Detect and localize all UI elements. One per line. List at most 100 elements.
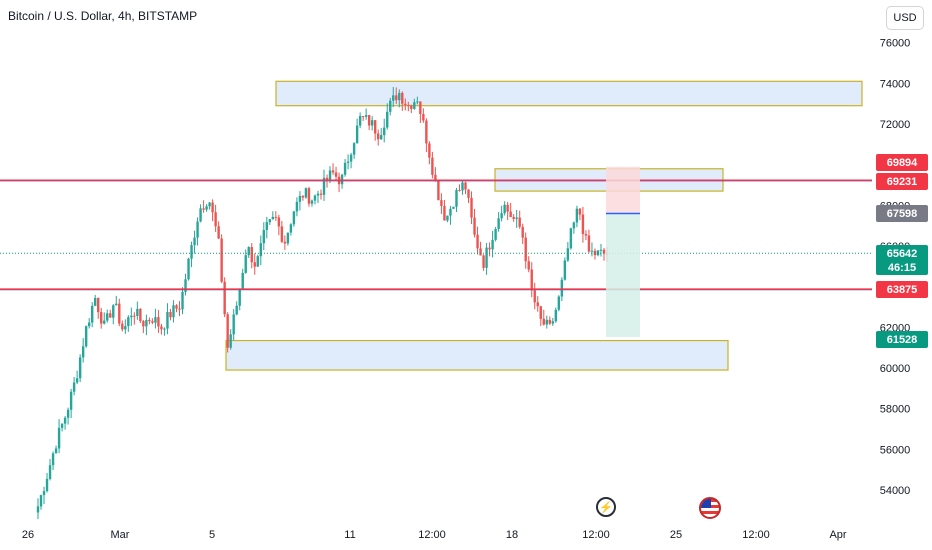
candle-body — [494, 229, 497, 240]
candle-body — [322, 177, 326, 195]
candle-body — [160, 326, 163, 330]
price-badge-value: 67598 — [887, 208, 918, 220]
candle-body — [434, 174, 437, 181]
candle-body — [467, 189, 470, 198]
candle-body — [39, 495, 43, 507]
candle-body — [428, 143, 431, 158]
price-badge — [876, 173, 928, 190]
candle-body — [133, 315, 136, 317]
candle-body — [94, 297, 97, 306]
candle-body — [142, 321, 145, 327]
candle-body — [259, 243, 262, 257]
candle-body — [602, 249, 606, 254]
candle-body — [226, 314, 229, 348]
candle-body — [42, 491, 46, 496]
candle-body — [199, 208, 202, 222]
candle-body — [283, 241, 287, 244]
candle-body — [205, 206, 208, 210]
candle-body — [286, 232, 290, 244]
candle-body — [319, 193, 323, 195]
candle-body — [250, 247, 253, 263]
price-badge-value: 69894 — [887, 157, 918, 169]
chart-title: Bitcoin / U.S. Dollar, 4h, BITSTAMP — [8, 9, 198, 23]
candle-body — [401, 92, 404, 104]
candle-body — [130, 315, 133, 318]
x-tick-label: 5 — [209, 529, 215, 541]
countdown-timer: 46:15 — [888, 262, 916, 274]
candle-body — [328, 170, 332, 181]
candle-body — [241, 272, 244, 289]
candle-body — [202, 208, 205, 210]
candle-body — [277, 217, 281, 227]
candle-body — [533, 290, 536, 303]
x-tick-label: Apr — [829, 529, 846, 541]
us-flag-icon[interactable] — [699, 497, 721, 519]
candle-body — [461, 182, 464, 191]
x-tick-label: 25 — [670, 529, 682, 541]
lightning-icon[interactable]: ⚡ — [596, 497, 616, 517]
candle-body — [118, 303, 121, 324]
candle-body — [72, 382, 76, 392]
candle-body — [361, 116, 365, 118]
candle-body — [512, 217, 515, 219]
y-tick-label: 74000 — [880, 78, 911, 90]
price-badge-value: 61528 — [887, 334, 918, 346]
y-tick-label: 54000 — [880, 485, 911, 497]
candle-body — [503, 204, 506, 214]
candle-body — [407, 105, 410, 107]
candles-layer — [36, 87, 609, 520]
candle-body — [566, 248, 570, 261]
candle-body — [190, 245, 193, 259]
candle-body — [316, 193, 320, 196]
candle-body — [373, 120, 377, 134]
candle-body — [295, 201, 299, 212]
candle-body — [515, 217, 518, 219]
candle-body — [184, 279, 187, 292]
price-badge-value: 69231 — [887, 176, 918, 188]
candle-body — [352, 143, 356, 155]
candle-body — [343, 162, 347, 175]
price-badge-value: 65642 — [887, 248, 918, 260]
candle-body — [45, 478, 49, 492]
candle-body — [60, 423, 64, 428]
candle-body — [521, 226, 524, 238]
candle-body — [268, 219, 272, 223]
candle-body — [121, 323, 124, 330]
candle-body — [78, 357, 82, 379]
price-badge — [876, 205, 928, 222]
candle-body — [569, 228, 573, 249]
candle-body — [229, 334, 232, 348]
candle-body — [376, 133, 380, 140]
candle-body — [103, 320, 106, 324]
candle-body — [542, 318, 545, 325]
candle-body — [244, 255, 247, 273]
candle-body — [443, 205, 446, 221]
candle-body — [54, 448, 58, 454]
candle-body — [560, 279, 564, 297]
candle-body — [340, 174, 344, 185]
candle-body — [97, 297, 100, 313]
candle-body — [416, 101, 419, 103]
candle-body — [488, 247, 491, 250]
y-tick-label: 76000 — [880, 38, 911, 50]
price-badge — [876, 281, 928, 298]
candle-body — [455, 189, 458, 207]
position-layer — [606, 166, 640, 337]
candle-body — [581, 214, 585, 235]
candle-body — [292, 211, 296, 225]
candle-body — [364, 115, 368, 117]
candle-body — [392, 95, 395, 101]
candle-body — [148, 319, 151, 322]
candle-body — [509, 211, 512, 218]
candle-body — [313, 195, 317, 201]
lines-layer — [0, 179, 872, 291]
candle-body — [238, 288, 241, 306]
price-badge — [876, 154, 928, 171]
candle-body — [87, 322, 91, 327]
price-badge-value: 63875 — [887, 284, 918, 296]
stop-loss-area — [606, 166, 640, 214]
currency-button[interactable]: USD — [886, 6, 924, 30]
y-tick-label: 60000 — [880, 363, 911, 375]
candle-body — [491, 239, 494, 250]
